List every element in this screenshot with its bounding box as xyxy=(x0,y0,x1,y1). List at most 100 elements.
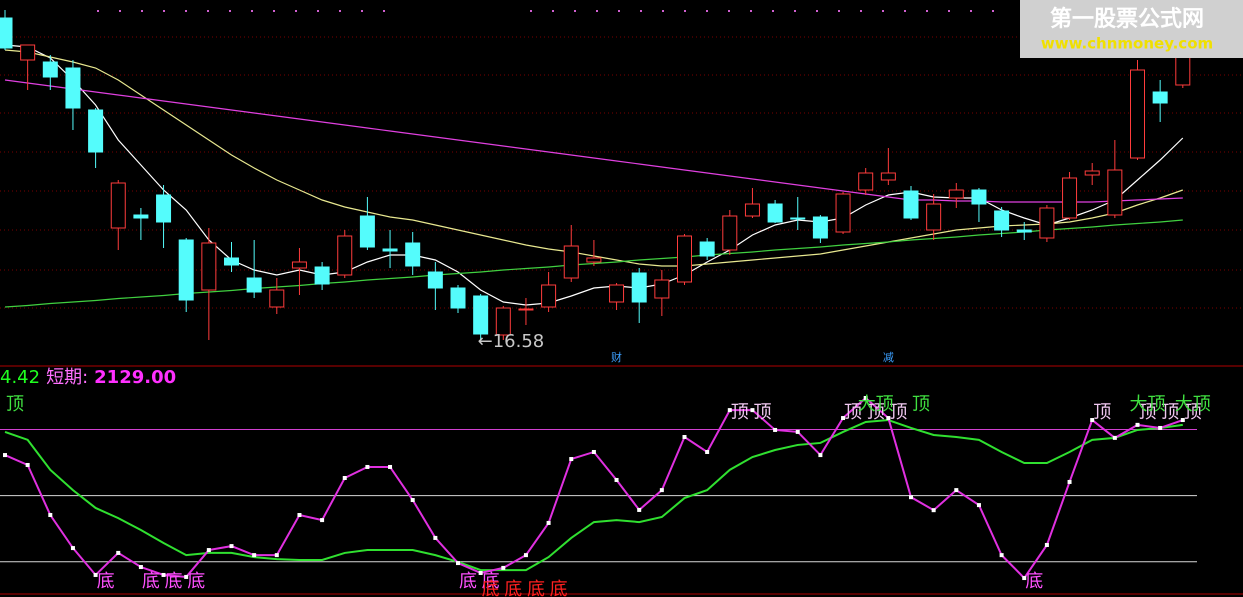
point-marker xyxy=(48,513,53,518)
point-marker xyxy=(388,464,393,469)
candle-body xyxy=(133,214,149,219)
candle-body xyxy=(178,239,194,301)
indicator-header: 4.42 xyxy=(0,367,40,388)
candle-body xyxy=(835,193,851,233)
point-marker xyxy=(342,475,347,480)
signal-label: 顶 xyxy=(889,402,907,423)
watermark-title: 第一股票公式网 xyxy=(1050,6,1204,32)
candle-body xyxy=(767,203,783,223)
signal-label: 顶 xyxy=(1184,402,1202,423)
candle-body xyxy=(382,248,398,252)
point-marker xyxy=(3,453,7,458)
point-marker xyxy=(252,553,257,558)
point-marker xyxy=(1090,418,1095,423)
point-marker xyxy=(1180,418,1185,423)
signal-label: 底 xyxy=(459,571,477,592)
signal-label: 底 xyxy=(187,571,205,592)
candle-body xyxy=(518,308,534,311)
signal-label: 顶 xyxy=(844,402,862,423)
point-marker xyxy=(1044,542,1049,547)
candle-body xyxy=(1084,170,1100,176)
point-marker xyxy=(25,462,30,467)
point-marker xyxy=(1158,425,1163,430)
indicator-header: 短期: xyxy=(46,367,88,388)
candle-body xyxy=(314,266,330,285)
point-marker xyxy=(795,429,800,434)
point-marker xyxy=(999,553,1004,558)
signal-label: 大顶 xyxy=(858,394,894,415)
signal-label: 顶 xyxy=(753,402,771,423)
point-marker xyxy=(682,434,687,439)
candle-body xyxy=(948,189,964,199)
candle-body xyxy=(473,295,489,335)
watermark-box xyxy=(1020,0,1243,58)
candle-body xyxy=(201,242,217,291)
indicator-header: 2129.00 xyxy=(94,367,176,388)
signal-label: 顶 xyxy=(1139,402,1157,423)
candle-body xyxy=(971,189,987,205)
point-marker xyxy=(184,574,189,579)
point-marker xyxy=(433,535,438,540)
candle-body xyxy=(812,216,828,239)
point-marker xyxy=(478,570,483,575)
candle-body xyxy=(337,235,353,276)
point-marker xyxy=(365,464,370,469)
point-marker xyxy=(523,553,528,558)
signal-label: 底 xyxy=(142,571,160,592)
event-label: 财 xyxy=(611,350,622,364)
candle-body xyxy=(450,287,466,309)
series-line xyxy=(4,79,1183,203)
point-marker xyxy=(886,416,891,421)
point-marker xyxy=(750,408,755,413)
point-marker xyxy=(1135,422,1140,427)
signal-label: 底 xyxy=(165,571,183,592)
signal-label: 底 xyxy=(550,579,568,597)
point-marker xyxy=(931,508,936,513)
candle-body xyxy=(790,217,806,220)
candle-body xyxy=(926,203,942,231)
point-marker xyxy=(546,520,551,525)
point-marker xyxy=(229,544,234,549)
candle-body xyxy=(699,241,715,257)
candle-body xyxy=(427,271,443,289)
signal-label: 大顶 xyxy=(1175,394,1211,415)
candle-body xyxy=(269,289,285,308)
point-marker xyxy=(863,395,868,400)
point-marker xyxy=(841,416,846,421)
point-marker xyxy=(909,495,913,500)
candle-body xyxy=(156,194,172,223)
candle-body xyxy=(1130,69,1145,159)
signal-label: 顶 xyxy=(731,402,749,423)
point-marker xyxy=(954,488,959,493)
signal-label: 顶 xyxy=(6,394,24,415)
point-marker xyxy=(161,572,166,577)
candle-body xyxy=(858,172,874,191)
point-marker xyxy=(727,408,732,413)
point-marker xyxy=(705,449,710,454)
point-marker xyxy=(591,449,596,454)
candle-body xyxy=(291,261,307,269)
candle-body xyxy=(1039,207,1055,239)
point-marker xyxy=(456,561,460,566)
plot-layer: ←16.58财 减4.42 短期: 2129.00顶顶顶顶顶顶顶顶顶顶 大顶顶大顶 大顶底… xyxy=(0,10,1211,597)
point-marker xyxy=(274,553,279,558)
candle-body xyxy=(1062,177,1078,219)
point-marker xyxy=(569,457,574,462)
candle-body xyxy=(880,172,896,181)
candle-body xyxy=(42,61,58,78)
point-marker xyxy=(320,518,325,523)
candle-body xyxy=(744,203,760,217)
candle-body xyxy=(722,215,738,251)
candle-body xyxy=(405,242,421,267)
point-marker xyxy=(138,565,143,570)
candle-body xyxy=(1016,229,1032,233)
point-marker xyxy=(410,498,415,503)
candle-body xyxy=(609,284,625,303)
signal-label: 顶 xyxy=(912,394,930,415)
candle-body xyxy=(654,279,670,299)
signal-label: 顶 xyxy=(867,402,885,423)
point-marker xyxy=(976,503,981,508)
signal-label: 顶 xyxy=(1161,402,1179,423)
